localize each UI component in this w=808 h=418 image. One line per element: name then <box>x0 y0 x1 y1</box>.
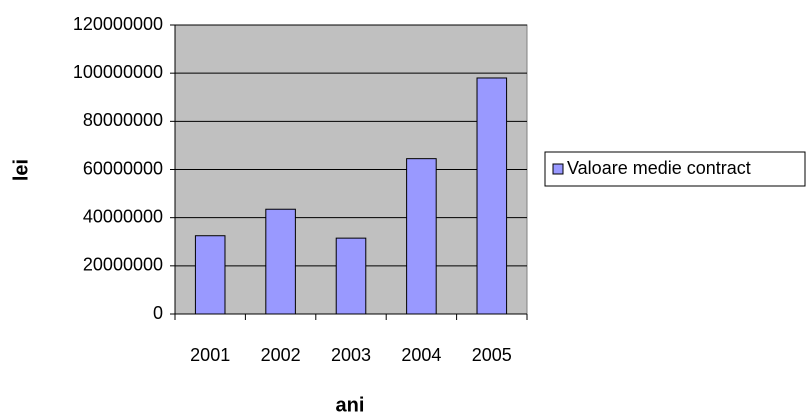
bar <box>265 208 296 315</box>
x-tick-label: 2001 <box>190 345 230 365</box>
bar <box>476 77 508 315</box>
y-axis-label: lei <box>10 159 32 181</box>
legend <box>544 151 806 187</box>
legend-swatch <box>552 163 564 175</box>
bar <box>406 158 437 315</box>
y-tick-label: 20000000 <box>83 255 163 275</box>
y-tick-label: 80000000 <box>83 110 163 130</box>
y-tick-label: 60000000 <box>83 158 163 178</box>
y-tick-label: 40000000 <box>83 206 163 226</box>
x-tick-label: 2002 <box>261 345 301 365</box>
legend-label: Valoare medie contract <box>567 158 751 178</box>
bar <box>335 237 367 315</box>
y-tick-label: 0 <box>153 303 163 323</box>
x-tick-label: 2003 <box>331 345 371 365</box>
bar <box>194 235 226 315</box>
y-tick-label: 120000000 <box>73 14 163 34</box>
x-tick-label: 2004 <box>401 345 441 365</box>
y-tick-label: 100000000 <box>73 62 163 82</box>
x-axis-label: ani <box>336 394 365 416</box>
x-tick-label: 2005 <box>472 345 512 365</box>
